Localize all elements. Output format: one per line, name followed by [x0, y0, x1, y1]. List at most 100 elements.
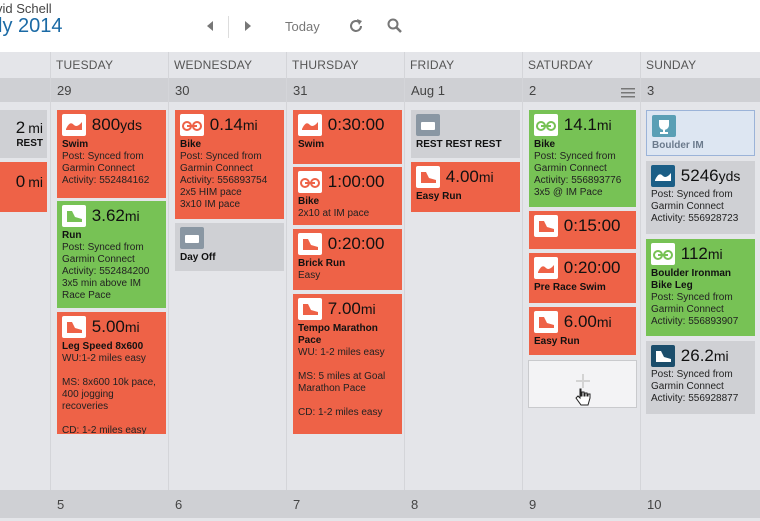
workout-card[interactable]: 5.00mi Leg Speed 8x600 WU:1-2 miles easy…	[57, 312, 166, 434]
workout-note: Marathon Pace	[298, 383, 366, 394]
workout-title: Bike	[180, 139, 202, 150]
workout-title: Pre Race Swim	[534, 282, 606, 293]
workout-unit: yds	[120, 117, 142, 133]
plus-icon	[575, 374, 590, 388]
swim-icon	[298, 114, 322, 136]
chevron-left-icon[interactable]	[205, 20, 215, 35]
workout-card[interactable]: 112mi Boulder Ironman Bike Leg Post: Syn…	[646, 239, 755, 336]
workout-unit: mi	[360, 301, 376, 317]
bike-icon	[534, 114, 558, 136]
workout-card[interactable]: 0:30:00 Swim	[293, 110, 402, 164]
workout-note: Post: Synced from	[62, 242, 144, 253]
running-shoe-icon	[298, 233, 322, 255]
workout-note: Post: Synced from	[651, 369, 733, 380]
workout-card[interactable]: 14.1mi Bike Post: Synced from Garmin Con…	[529, 110, 636, 207]
workout-card[interactable]: 3.62mi Run Post: Synced from Garmin Conn…	[57, 201, 166, 308]
workout-duration: 1:00:00	[327, 172, 385, 191]
bike-icon	[298, 171, 322, 193]
workout-distance: 3.62	[91, 206, 125, 225]
workout-note: Post: Synced from	[534, 151, 616, 162]
workout-distance: 5246	[680, 166, 719, 185]
day-header-sunday: SUNDAY	[646, 58, 697, 72]
workout-note: 3x10 IM pace	[180, 199, 241, 210]
workout-note: Activity: 556928723	[651, 213, 739, 224]
workout-distance: 6.00	[563, 312, 597, 331]
workout-title: Day Off	[180, 252, 216, 263]
bed-icon	[416, 114, 440, 136]
workout-card[interactable]: Day Off	[175, 223, 284, 271]
running-shoe-icon	[534, 311, 558, 333]
workout-card[interactable]: 6.00mi Easy Run	[529, 307, 636, 355]
workout-note: Garmin Connect	[62, 163, 135, 174]
refresh-icon[interactable]	[347, 17, 365, 40]
event-card[interactable]: Boulder IM	[646, 110, 755, 156]
workout-note: Garmin Connect	[534, 163, 607, 174]
day-header-friday: FRIDAY	[410, 58, 455, 72]
column-divider	[522, 52, 523, 490]
workout-note: Activity: 556893907	[651, 316, 739, 327]
workout-note: Garmin Connect	[651, 304, 724, 315]
workout-title: Bike	[534, 139, 556, 150]
workout-note: CD: 1-2 miles easy	[62, 425, 147, 434]
workout-card[interactable]: 4.00mi Easy Run	[411, 162, 520, 212]
workout-title: Bike	[298, 196, 320, 207]
swim-icon	[62, 114, 86, 136]
workout-note: Post: Synced from	[651, 292, 733, 303]
workout-card[interactable]: 26.2mi Post: Synced from Garmin Connect …	[646, 341, 755, 414]
week-date-row: 5 6 7 8 9 10	[0, 490, 760, 518]
workout-card[interactable]: 0:15:00	[529, 211, 636, 249]
workout-unit: mi	[596, 314, 612, 330]
workout-note: Post: Synced from	[62, 151, 144, 162]
workout-title: Leg Speed 8x600	[62, 341, 144, 352]
day-header-saturday: SATURDAY	[528, 58, 594, 72]
workout-distance: 0	[15, 172, 26, 191]
workout-duration: 0:15:00	[563, 216, 621, 235]
workout-unit: mi	[124, 208, 140, 224]
workout-note: Garmin Connect	[651, 381, 724, 392]
workout-card[interactable]: 800yds Swim Post: Synced from Garmin Con…	[57, 110, 166, 198]
workout-note: Garmin Connect	[62, 254, 135, 265]
date-label: 5	[57, 497, 65, 512]
workout-distance: 2	[15, 118, 26, 137]
trophy-icon	[652, 115, 676, 137]
date-label: Aug 1	[411, 83, 445, 98]
workout-card[interactable]: 0.14mi Bike Post: Synced from Garmin Con…	[175, 110, 284, 219]
workout-card[interactable]: 0:20:00 Brick Run Easy	[293, 229, 402, 290]
date-label: 8	[411, 497, 419, 512]
add-workout-button[interactable]	[528, 360, 637, 408]
menu-icon[interactable]	[621, 85, 635, 103]
workout-note: Garmin Connect	[651, 201, 724, 212]
workout-card[interactable]: 2 mi REST	[0, 110, 47, 158]
date-label: 2	[529, 83, 537, 98]
workout-note: MS: 8x600 10k pace,	[62, 377, 156, 388]
workout-note: Activity: 556893754	[180, 175, 268, 186]
column-divider	[286, 52, 287, 490]
workout-card[interactable]: 0 mi	[0, 162, 47, 212]
workout-note: Activity: 552484200	[62, 266, 150, 277]
workout-title: Pace	[298, 335, 322, 346]
workout-note: WU:1-2 miles easy	[62, 353, 146, 364]
search-icon[interactable]	[386, 17, 404, 40]
bed-icon	[180, 227, 204, 249]
workout-title: Swim	[298, 139, 325, 150]
week-date-row: 29 30 31 Aug 1 2 3	[0, 78, 760, 102]
month-title: ly 2014	[0, 15, 63, 37]
workout-card[interactable]: REST REST REST	[411, 110, 520, 158]
workout-distance: 5.00	[91, 317, 125, 336]
today-button[interactable]: Today	[285, 19, 320, 34]
workout-note: Activity: 556928877	[651, 393, 739, 404]
workout-title: Tempo Marathon	[298, 323, 378, 334]
date-label: 9	[529, 497, 537, 512]
day-header-row: TUESDAY WEDNESDAY THURSDAY FRIDAY SATURD…	[0, 52, 760, 78]
workout-unit: mi	[28, 174, 43, 190]
workout-note: Easy	[298, 270, 321, 281]
workout-distance: 26.2	[680, 346, 714, 365]
workout-card[interactable]: 7.00mi Tempo Marathon Pace WU: 1-2 miles…	[293, 294, 402, 434]
workout-distance: 7.00	[327, 299, 361, 318]
user-name: vid Schell	[0, 1, 52, 16]
workout-card[interactable]: 0:20:00 Pre Race Swim	[529, 253, 636, 303]
chevron-right-icon[interactable]	[243, 20, 253, 35]
workout-card[interactable]: 1:00:00 Bike 2x10 at IM pace	[293, 167, 402, 225]
workout-note: Race Pace	[62, 290, 111, 301]
workout-card[interactable]: 5246yds Post: Synced from Garmin Connect…	[646, 161, 755, 234]
